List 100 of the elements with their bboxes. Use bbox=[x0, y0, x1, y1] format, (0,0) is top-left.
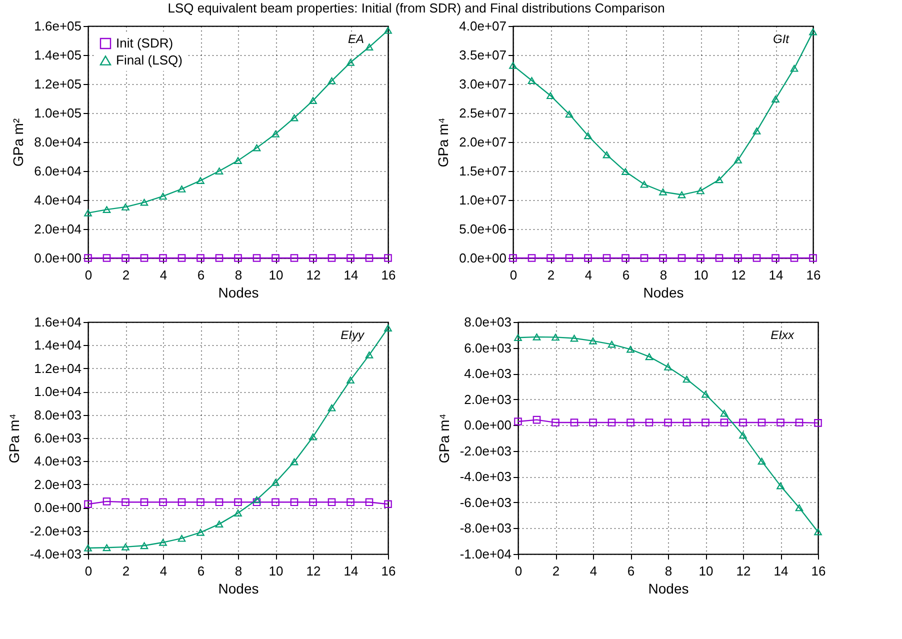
point bbox=[309, 254, 317, 262]
x-axis-title: Nodes bbox=[218, 284, 259, 300]
point bbox=[678, 254, 686, 262]
point bbox=[159, 254, 167, 262]
x-tick-label: 14 bbox=[774, 564, 788, 578]
y-tick-label: 0.0e+00 bbox=[34, 500, 82, 516]
x-tick-label: 8 bbox=[660, 268, 668, 282]
point bbox=[776, 482, 784, 490]
y-tick-label: 1.5e+07 bbox=[459, 164, 506, 178]
point bbox=[720, 410, 728, 417]
x-tick-label: 16 bbox=[806, 268, 821, 282]
point bbox=[196, 498, 204, 506]
point bbox=[739, 432, 747, 439]
point bbox=[622, 168, 630, 176]
y-tick-label: 8.0e+04 bbox=[34, 134, 82, 150]
point bbox=[734, 156, 742, 164]
y-tick-label: -8.0e+03 bbox=[460, 520, 512, 536]
point bbox=[664, 364, 672, 370]
point bbox=[384, 500, 392, 508]
x-tick-label: 8 bbox=[664, 564, 672, 578]
x-axis-title: Nodes bbox=[218, 580, 259, 596]
point bbox=[384, 26, 392, 34]
point bbox=[309, 498, 317, 506]
point bbox=[509, 62, 517, 69]
point bbox=[122, 254, 130, 262]
point bbox=[702, 390, 710, 398]
point bbox=[715, 176, 724, 184]
x-tick-label: 10 bbox=[268, 268, 284, 282]
y-tick-label: 6.0e+03 bbox=[34, 430, 82, 446]
legend-label: Init (SDR) bbox=[116, 36, 174, 50]
x-tick-label: 4 bbox=[584, 268, 592, 282]
point bbox=[384, 324, 392, 332]
x-tick-label: 6 bbox=[197, 564, 205, 578]
point bbox=[758, 418, 766, 426]
point bbox=[622, 254, 630, 262]
x-tick-label: 12 bbox=[306, 564, 321, 578]
point bbox=[178, 534, 186, 542]
point bbox=[84, 254, 92, 262]
y-tick-label: -6.0e+03 bbox=[460, 494, 512, 510]
point bbox=[664, 418, 672, 426]
x-axis-title: Nodes bbox=[643, 284, 684, 300]
x-tick-label: 4 bbox=[160, 268, 168, 282]
x-tick-label: 10 bbox=[268, 564, 284, 578]
point bbox=[678, 191, 686, 198]
point bbox=[346, 254, 354, 262]
annotation: GIt bbox=[772, 32, 790, 46]
point bbox=[328, 404, 336, 412]
x-tick-label: 10 bbox=[694, 268, 708, 282]
y-tick-label: 2.0e+07 bbox=[459, 134, 506, 150]
point bbox=[102, 254, 111, 262]
legend-label: Final (LSQ) bbox=[116, 52, 182, 68]
point bbox=[290, 114, 298, 122]
y-axis-title: GPa m⁴ bbox=[436, 414, 452, 464]
y-tick-label: 1.0e+04 bbox=[34, 384, 82, 400]
point bbox=[552, 418, 560, 426]
point bbox=[589, 337, 597, 344]
x-tick-label: 6 bbox=[627, 564, 635, 578]
point bbox=[122, 204, 130, 210]
y-tick-label: 6.0e+04 bbox=[34, 164, 82, 178]
x-tick-label: 14 bbox=[344, 564, 358, 578]
point bbox=[234, 498, 242, 506]
point bbox=[814, 528, 822, 536]
point bbox=[776, 418, 784, 426]
point bbox=[178, 186, 186, 192]
point bbox=[102, 206, 111, 214]
point bbox=[509, 254, 517, 262]
point bbox=[758, 458, 766, 465]
y-tick-label: 4.0e+04 bbox=[34, 192, 82, 208]
y-tick-label: -2.0e+03 bbox=[460, 443, 512, 458]
point bbox=[546, 92, 554, 100]
point bbox=[752, 128, 761, 134]
point bbox=[565, 254, 574, 262]
point bbox=[584, 132, 592, 140]
point bbox=[528, 77, 536, 84]
point bbox=[365, 254, 374, 262]
y-tick-label: 2.0e+04 bbox=[34, 222, 82, 236]
point bbox=[252, 496, 261, 504]
y-tick-label: 1.4e+05 bbox=[34, 48, 82, 62]
y-tick-label: 0.0e+00 bbox=[464, 418, 512, 433]
y-tick-label: 0.0e+00 bbox=[34, 250, 82, 266]
point bbox=[752, 254, 761, 262]
point bbox=[272, 130, 280, 138]
point bbox=[645, 353, 654, 360]
y-tick-label: 2.0e+03 bbox=[464, 392, 512, 407]
point bbox=[365, 44, 374, 50]
y-tick-label: 4.0e+03 bbox=[34, 454, 82, 469]
y-tick-label: 3.0e+07 bbox=[459, 76, 506, 92]
point bbox=[626, 418, 634, 426]
point bbox=[739, 418, 747, 426]
x-tick-label: 6 bbox=[622, 268, 630, 282]
point bbox=[514, 334, 522, 342]
point bbox=[546, 254, 554, 262]
x-tick-label: 14 bbox=[768, 268, 784, 282]
point bbox=[715, 254, 724, 262]
point bbox=[365, 498, 374, 506]
x-tick-label: 8 bbox=[234, 564, 242, 578]
point bbox=[140, 254, 148, 262]
point bbox=[122, 498, 130, 506]
y-tick-label: 3.5e+07 bbox=[459, 48, 506, 62]
point bbox=[346, 376, 354, 384]
